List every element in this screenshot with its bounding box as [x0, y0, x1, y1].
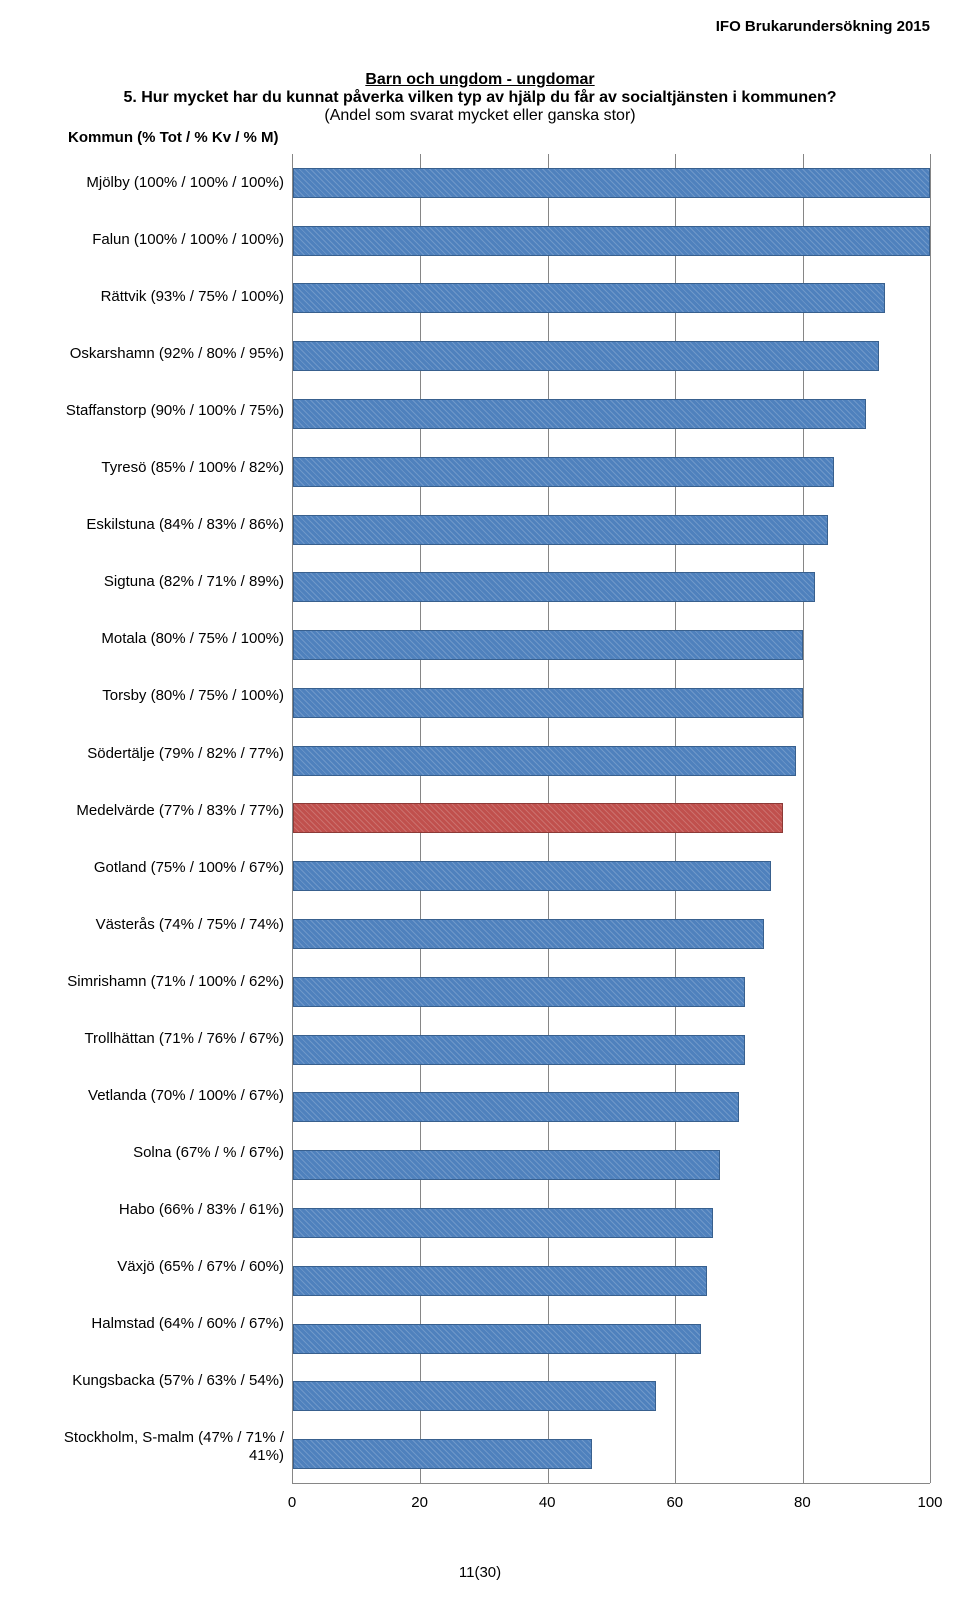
category-label: Trollhättan (71% / 76% / 67%)	[30, 1030, 292, 1047]
bar-slot	[293, 1208, 930, 1238]
category-label: Habo (66% / 83% / 61%)	[30, 1201, 292, 1218]
category-label: Simrishamn (71% / 100% / 62%)	[30, 973, 292, 990]
bar-slot	[293, 1381, 930, 1411]
category-label: Motala (80% / 75% / 100%)	[30, 630, 292, 647]
category-label: Mjölby (100% / 100% / 100%)	[30, 174, 292, 191]
bar-slot	[293, 457, 930, 487]
category-label: Eskilstuna (84% / 83% / 86%)	[30, 516, 292, 533]
bar	[293, 168, 930, 198]
bar-slot	[293, 977, 930, 1007]
gridline	[930, 154, 931, 1483]
bar-slot	[293, 1092, 930, 1122]
bar	[293, 1035, 745, 1065]
category-label: Rättvik (93% / 75% / 100%)	[30, 288, 292, 305]
bar-slot	[293, 688, 930, 718]
bar	[293, 1439, 592, 1469]
y-axis-label: Kommun (% Tot / % Kv / % M)	[68, 129, 930, 146]
bar-slot	[293, 226, 930, 256]
x-tick: 100	[917, 1494, 942, 1511]
bar-slot	[293, 861, 930, 891]
category-label: Torsby (80% / 75% / 100%)	[30, 687, 292, 704]
bar-chart: Mjölby (100% / 100% / 100%) Falun (100% /…	[30, 154, 930, 1484]
category-label: Halmstad (64% / 60% / 67%)	[30, 1315, 292, 1332]
category-label: Södertälje (79% / 82% / 77%)	[30, 745, 292, 762]
plot-area	[292, 154, 930, 1484]
bar	[293, 1266, 707, 1296]
category-label: Medelvärde (77% / 83% / 77%)	[30, 802, 292, 819]
bar	[293, 341, 879, 371]
bar-slot	[293, 1150, 930, 1180]
chart-title-line3: (Andel som svarat mycket eller ganska st…	[324, 107, 635, 124]
bar	[293, 457, 834, 487]
bar-slot	[293, 1035, 930, 1065]
category-label: Kungsbacka (57% / 63% / 54%)	[30, 1372, 292, 1389]
category-label: Vetlanda (70% / 100% / 67%)	[30, 1087, 292, 1104]
chart-title-line1: Barn och ungdom - ungdomar	[30, 71, 930, 89]
bars-container	[293, 154, 930, 1483]
category-label: Stockholm, S-malm (47% / 71% / 41%)	[30, 1429, 292, 1464]
x-tick: 60	[666, 1494, 683, 1511]
bar	[293, 399, 866, 429]
bar-slot	[293, 399, 930, 429]
bar-slot	[293, 515, 930, 545]
bar	[293, 630, 803, 660]
category-labels: Mjölby (100% / 100% / 100%) Falun (100% /…	[30, 154, 292, 1484]
category-label: Västerås (74% / 75% / 74%)	[30, 916, 292, 933]
bar-slot	[293, 746, 930, 776]
x-tick: 80	[794, 1494, 811, 1511]
category-label: Staffanstorp (90% / 100% / 75%)	[30, 402, 292, 419]
category-label: Gotland (75% / 100% / 67%)	[30, 859, 292, 876]
bar	[293, 1150, 720, 1180]
bar-slot	[293, 919, 930, 949]
bar	[293, 1208, 713, 1238]
bar-slot	[293, 803, 930, 833]
page-number: 11(30)	[30, 1564, 930, 1581]
bar-slot	[293, 1266, 930, 1296]
bar-slot	[293, 341, 930, 371]
x-tick: 20	[411, 1494, 428, 1511]
bar-slot	[293, 168, 930, 198]
category-label: Tyresö (85% / 100% / 82%)	[30, 459, 292, 476]
bar	[293, 226, 930, 256]
bar-highlight	[293, 803, 783, 833]
category-label: Oskarshamn (92% / 80% / 95%)	[30, 345, 292, 362]
bar-slot	[293, 630, 930, 660]
chart-title: Barn och ungdom - ungdomar 5. Hur mycket…	[30, 71, 930, 125]
bar-slot	[293, 1439, 930, 1469]
bar-slot	[293, 572, 930, 602]
category-label: Solna (67% / % / 67%)	[30, 1144, 292, 1161]
bar	[293, 1381, 656, 1411]
x-tick: 40	[539, 1494, 556, 1511]
bar	[293, 977, 745, 1007]
bar-slot	[293, 283, 930, 313]
category-label: Falun (100% / 100% / 100%)	[30, 231, 292, 248]
category-label: Växjö (65% / 67% / 60%)	[30, 1258, 292, 1275]
chart-title-line2: 5. Hur mycket har du kunnat påverka vilk…	[30, 89, 930, 107]
bar	[293, 861, 771, 891]
bar	[293, 919, 764, 949]
bar	[293, 1324, 701, 1354]
bar	[293, 283, 885, 313]
bar-slot	[293, 1324, 930, 1354]
bar	[293, 572, 815, 602]
category-label: Sigtuna (82% / 71% / 89%)	[30, 573, 292, 590]
bar	[293, 688, 803, 718]
x-axis: 020406080100	[292, 1490, 930, 1514]
document-header: IFO Brukarundersökning 2015	[30, 18, 930, 35]
bar	[293, 746, 796, 776]
bar	[293, 1092, 739, 1122]
x-tick: 0	[288, 1494, 296, 1511]
bar	[293, 515, 828, 545]
